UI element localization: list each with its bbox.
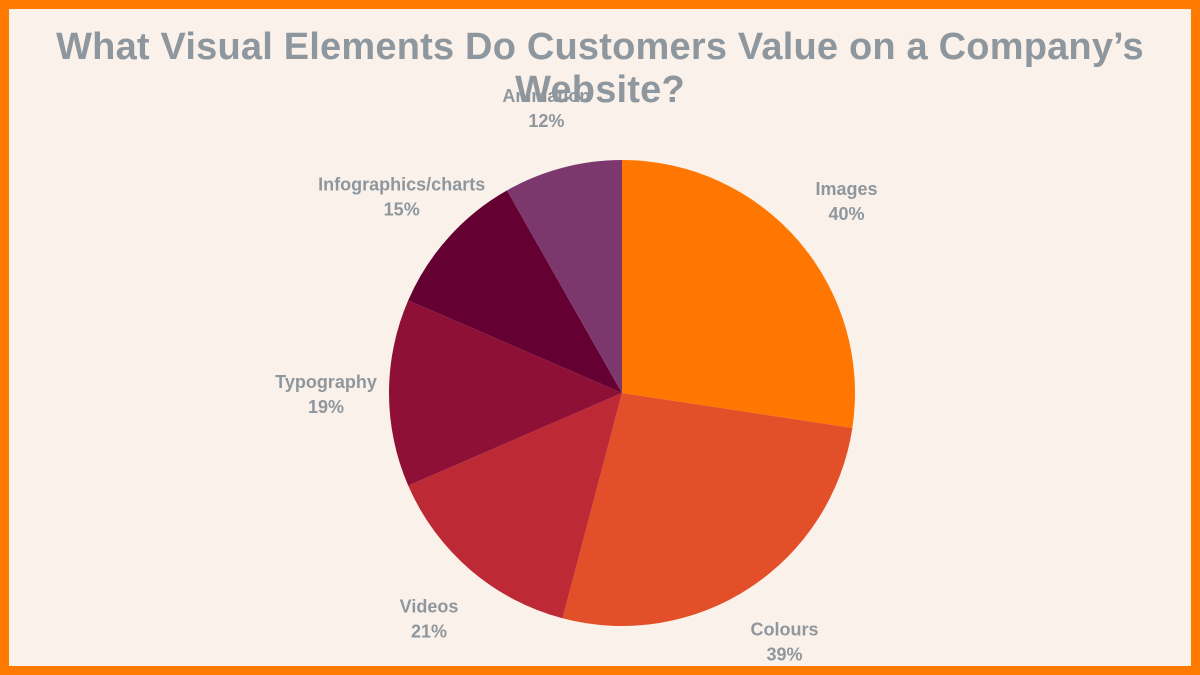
slice-label: Images	[815, 179, 877, 199]
slice-value-label: 19%	[308, 397, 344, 417]
pie-slice-videos	[408, 393, 622, 619]
slice-value-label: 12%	[528, 111, 564, 131]
chart-title: What Visual Elements Do Customers Value …	[56, 26, 1144, 111]
slice-value-label: 21%	[411, 622, 447, 642]
slice-label: Colours	[750, 619, 818, 639]
slice-label: Typography	[275, 372, 377, 392]
slice-value-label: 15%	[384, 199, 420, 219]
slice-label: Animation	[502, 86, 590, 106]
slice-value-label: 40%	[828, 204, 864, 224]
pie-slice-infographics-charts	[408, 190, 622, 393]
pie-slice-images	[622, 160, 855, 428]
slice-label: Infographics/charts	[318, 174, 485, 194]
slice-label: Videos	[400, 597, 459, 617]
pie-slice-animation	[506, 160, 622, 393]
pie-slice-colours	[562, 393, 853, 627]
pie-slice-typography	[388, 300, 622, 486]
slice-value-label: 39%	[766, 644, 802, 664]
